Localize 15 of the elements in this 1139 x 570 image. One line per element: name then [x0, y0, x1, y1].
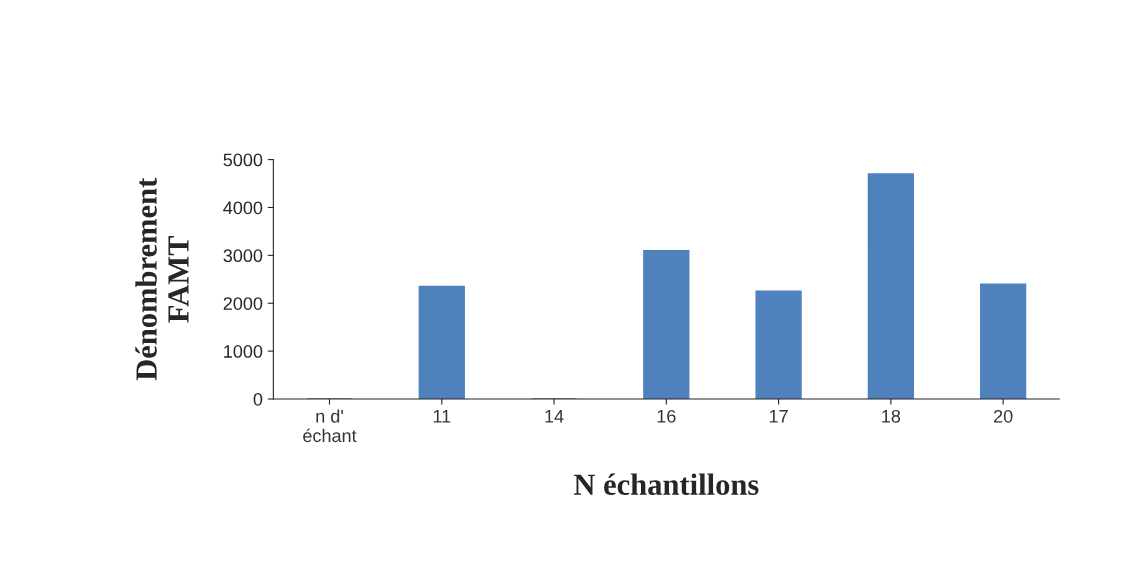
y-tick-label: 1000: [224, 345, 263, 358]
x-axis-title: N échantillons: [573, 473, 759, 495]
x-tick-label: 20: [994, 409, 1013, 423]
x-tick-label: 17: [769, 410, 788, 423]
x-tick-label: n d' échant: [303, 409, 357, 443]
x-tick-label: 16: [657, 409, 676, 423]
y-tick-label: 0: [253, 392, 263, 406]
y-tick-label: 2000: [223, 297, 263, 310]
y-tick-label: 3000: [223, 249, 263, 263]
x-tick-label: 14: [545, 410, 564, 423]
x-tick-label: 11: [433, 410, 451, 423]
y-tick-label: 5000: [223, 153, 263, 167]
y-tick-label: 4000: [223, 201, 263, 215]
x-tick-label: 18: [882, 409, 901, 423]
y-axis-title: Dénombrement FAMT: [135, 177, 189, 381]
